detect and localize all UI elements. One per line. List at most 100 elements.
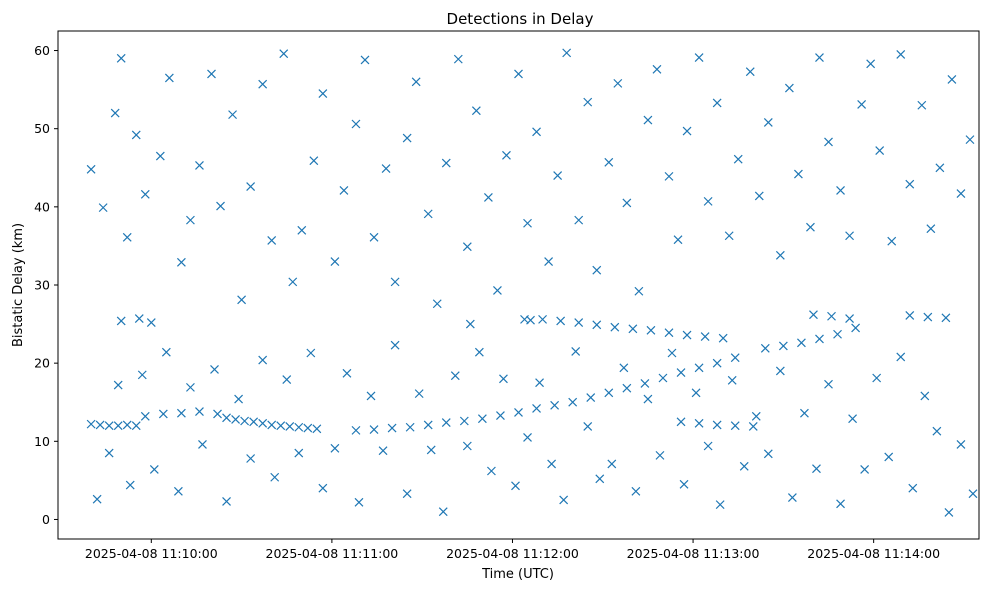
- data-point: [809, 310, 818, 320]
- data-point: [462, 441, 472, 451]
- data-point: [775, 250, 785, 260]
- x-tick-label: 2025-04-08 11:13:00: [627, 546, 760, 561]
- data-point: [441, 418, 451, 427]
- data-point: [703, 441, 713, 451]
- data-point: [559, 495, 569, 505]
- data-point: [712, 98, 722, 108]
- data-point: [104, 421, 114, 431]
- data-point: [812, 464, 821, 474]
- data-point: [378, 446, 388, 456]
- detection-points: [86, 48, 978, 517]
- data-point: [968, 489, 978, 499]
- data-point: [237, 295, 247, 305]
- data-point: [288, 277, 298, 287]
- data-point: [866, 59, 876, 69]
- data-point: [583, 97, 593, 107]
- data-point: [306, 348, 316, 358]
- data-point: [586, 393, 596, 402]
- data-point: [664, 171, 674, 181]
- data-point: [390, 340, 400, 350]
- data-point: [857, 100, 867, 109]
- data-point: [113, 421, 123, 431]
- data-point: [477, 414, 487, 424]
- data-point: [965, 135, 975, 145]
- data-point: [583, 422, 593, 431]
- data-point: [745, 67, 755, 77]
- data-point: [833, 329, 842, 339]
- data-point: [631, 486, 641, 496]
- x-tick-label: 2025-04-08 11:14:00: [807, 546, 940, 561]
- data-point: [309, 156, 319, 166]
- data-point: [125, 480, 135, 490]
- data-point: [556, 316, 566, 326]
- data-point: [887, 236, 897, 246]
- data-point: [426, 445, 436, 455]
- data-point: [673, 235, 683, 245]
- data-point: [134, 314, 144, 324]
- data-point: [116, 53, 126, 63]
- data-point: [318, 483, 328, 493]
- data-point: [303, 423, 313, 433]
- data-point: [113, 380, 123, 390]
- data-point: [905, 311, 915, 320]
- data-point: [604, 388, 614, 398]
- data-point: [246, 454, 256, 463]
- data-point: [116, 316, 126, 326]
- data-point: [330, 257, 340, 266]
- data-point: [423, 420, 433, 430]
- data-point: [342, 368, 352, 378]
- data-point: [339, 186, 349, 195]
- data-point: [158, 409, 168, 419]
- data-point: [140, 411, 150, 421]
- data-point: [294, 448, 304, 458]
- data-point: [613, 78, 623, 88]
- data-point: [161, 347, 171, 357]
- data-point: [502, 150, 511, 160]
- data-point: [787, 493, 797, 503]
- data-point: [875, 146, 885, 155]
- data-point: [733, 154, 743, 164]
- data-point: [258, 355, 268, 365]
- data-point: [658, 373, 668, 383]
- data-point: [815, 334, 824, 344]
- data-point: [640, 379, 650, 388]
- data-point: [568, 397, 578, 407]
- y-tick-label: 50: [34, 121, 50, 136]
- data-point: [285, 422, 295, 431]
- data-point: [95, 420, 105, 430]
- data-point: [751, 411, 761, 421]
- data-point: [207, 69, 216, 79]
- data-point: [905, 179, 915, 189]
- y-tick-label: 60: [34, 43, 50, 58]
- data-point: [784, 83, 794, 93]
- data-point: [896, 352, 906, 362]
- data-point: [390, 277, 400, 287]
- data-point: [360, 55, 370, 65]
- data-point: [222, 497, 231, 506]
- data-point: [845, 231, 855, 241]
- data-point: [619, 363, 629, 373]
- data-point: [499, 374, 508, 384]
- data-point: [471, 106, 481, 116]
- data-point: [351, 119, 361, 129]
- data-point: [908, 483, 918, 493]
- data-point: [493, 286, 502, 295]
- data-point: [526, 315, 535, 325]
- data-point: [511, 481, 520, 491]
- data-point: [474, 347, 484, 357]
- data-point: [453, 54, 463, 64]
- data-point: [514, 407, 523, 417]
- data-point: [592, 265, 602, 275]
- data-point: [827, 311, 836, 321]
- data-point: [462, 242, 472, 252]
- data-point: [694, 53, 704, 62]
- data-point: [535, 378, 544, 388]
- data-point: [547, 459, 557, 469]
- data-point: [195, 161, 204, 170]
- y-axis: 0 10 20 30 40 50 60: [34, 43, 58, 527]
- data-point: [956, 189, 966, 198]
- data-point: [851, 323, 861, 333]
- data-point: [694, 363, 704, 373]
- data-point: [604, 157, 614, 167]
- data-point: [727, 375, 737, 385]
